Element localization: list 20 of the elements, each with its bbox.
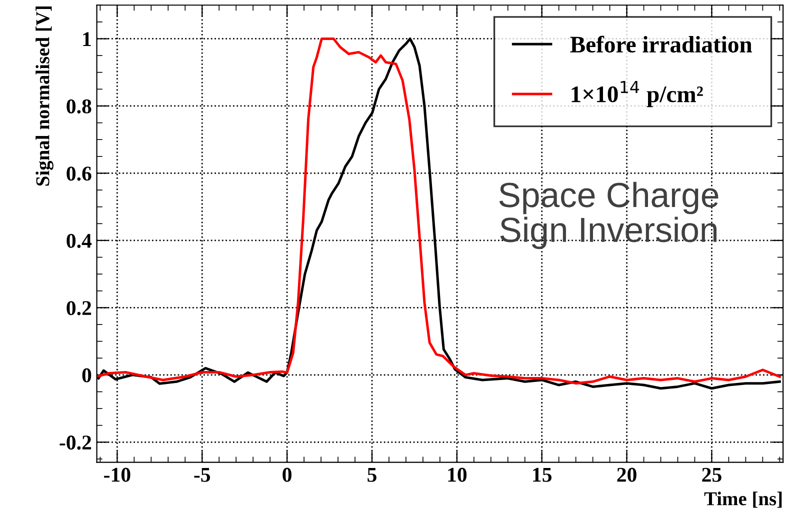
- y-axis-title: Signal normalised [V]: [36, 6, 54, 186]
- x-tick-label: -5: [194, 468, 210, 482]
- y-tick-label: 1: [83, 32, 91, 46]
- x-tick-label: 5: [368, 468, 376, 482]
- x-tick-label: 10: [448, 468, 467, 482]
- legend-label: 1×10$^{14}$ p/cm²: [572, 80, 703, 108]
- y-tick-label: 0: [82, 368, 92, 382]
- x-tick-label: 0: [282, 468, 292, 482]
- y-tick-label: 0.6: [66, 166, 92, 181]
- legend-label: Before irradiation: [570, 36, 752, 53]
- y-tick-label: 0.4: [66, 234, 92, 248]
- y-tick-label: 0.8: [66, 99, 92, 114]
- x-tick-label: 15: [533, 468, 552, 482]
- x-tick-label: 25: [702, 468, 722, 482]
- annotation: Space Charge Sign Inversion: [499, 182, 718, 250]
- y-tick-label: 0.2: [66, 301, 92, 316]
- x-tick-label: 20: [617, 468, 636, 482]
- x-tick-label: -10: [104, 468, 130, 482]
- x-axis-title: Time [ns]: [704, 492, 782, 508]
- y-tick-label: -0.2: [60, 436, 92, 450]
